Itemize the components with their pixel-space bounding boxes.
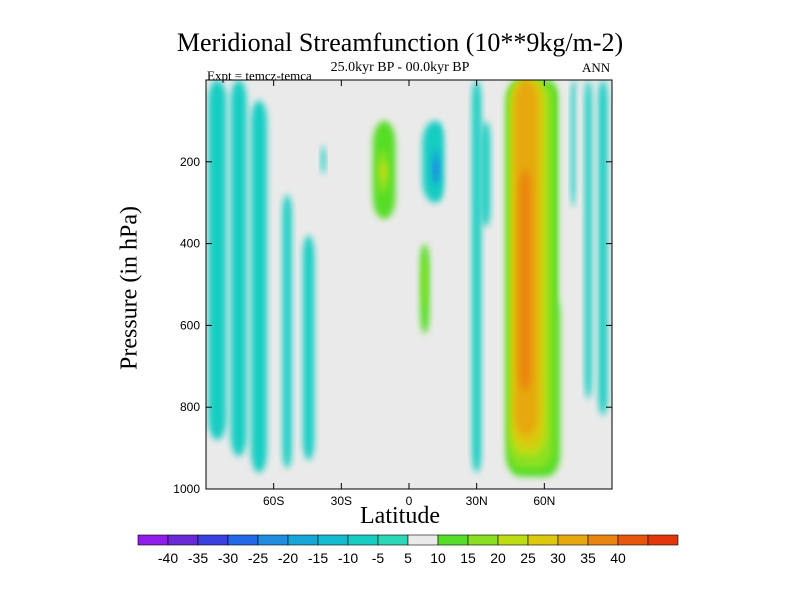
colorbar-label: -40 — [158, 550, 178, 566]
y-tick-label: 1000 — [173, 482, 200, 496]
contour-region — [422, 255, 428, 310]
colorbar-label: 40 — [610, 550, 626, 566]
colorbar-swatch — [557, 534, 589, 546]
x-tick-label: 60N — [533, 494, 555, 508]
contour-region — [560, 80, 567, 310]
contour-region — [321, 145, 326, 175]
contour-region — [472, 80, 482, 473]
colorbar-swatch — [647, 534, 679, 546]
contour-region — [302, 235, 315, 461]
chart-subtitle: 25.0kyr BP - 00.0kyr BP — [330, 60, 470, 75]
colorbar-label: -5 — [372, 550, 385, 566]
colorbar-label: 25 — [520, 550, 536, 566]
contour-region — [598, 80, 608, 416]
season-label: ANN — [582, 60, 611, 75]
colorbar-swatch — [227, 534, 259, 546]
contour-region — [399, 80, 412, 146]
colorbar-label: -25 — [248, 550, 268, 566]
contour-region — [519, 169, 531, 391]
colorbar-label: -30 — [218, 550, 238, 566]
colorbar-swatch — [137, 534, 169, 546]
y-tick-label: 600 — [180, 318, 200, 332]
contour-region — [384, 223, 414, 465]
colorbar-label: 30 — [550, 550, 566, 566]
colorbar-label: 5 — [404, 550, 412, 566]
contour-region — [481, 120, 491, 228]
colorbar-swatch — [317, 534, 349, 546]
colorbar-label: 15 — [460, 550, 476, 566]
contour-region — [465, 80, 473, 130]
contour-region — [251, 100, 267, 473]
y-tick-label: 400 — [180, 237, 200, 251]
x-tick-label: 30S — [331, 494, 352, 508]
colorbar-swatch — [527, 534, 559, 546]
colorbar-label: -20 — [278, 550, 298, 566]
contour-region — [332, 80, 378, 481]
contour-region — [411, 190, 425, 473]
contour-region — [282, 194, 292, 469]
colorbar-label: 35 — [580, 550, 596, 566]
colorbar-swatch — [407, 534, 439, 546]
contour-region — [433, 161, 439, 179]
contour-region — [379, 161, 387, 183]
contour-region — [584, 80, 592, 400]
colorbar-swatch — [437, 534, 469, 546]
y-tick-label: 800 — [180, 400, 200, 414]
colorbar-swatch — [347, 534, 379, 546]
y-tick-label: 200 — [180, 155, 200, 169]
colorbar-label: -35 — [188, 550, 208, 566]
y-axis-label: Pressure (in hPa) — [116, 206, 143, 370]
colorbar-label: -15 — [308, 550, 328, 566]
contour-field — [208, 80, 608, 485]
contour-region — [575, 80, 585, 342]
experiment-label: Expt = temcz-temca — [207, 68, 312, 83]
x-axis-label: Latitude — [360, 503, 440, 529]
contour-region — [445, 80, 464, 440]
colorbar-swatch — [467, 534, 499, 546]
contour-region — [208, 80, 227, 440]
colorbar-swatch — [167, 534, 199, 546]
colorbar-swatch — [287, 534, 319, 546]
contour-region — [230, 80, 247, 457]
chart-title: Meridional Streamfunction (10**9kg/m-2) — [176, 28, 624, 57]
x-tick-label: 0 — [406, 494, 413, 508]
colorbar-label: 20 — [490, 550, 506, 566]
axis-ticks: 60S 30S 0 30N 60N 200 400 600 800 1000 — [173, 80, 612, 508]
colorbar-label: -10 — [338, 550, 358, 566]
colorbar-swatch — [587, 534, 619, 546]
colorbar-swatch — [197, 534, 229, 546]
colorbar-swatch — [377, 534, 409, 546]
x-tick-label: 60S — [263, 494, 284, 508]
x-tick-label: 30N — [466, 494, 488, 508]
colorbar-swatch — [257, 534, 289, 546]
colorbar-label: 10 — [430, 550, 446, 566]
colorbar-swatch — [497, 534, 529, 546]
colorbar: -40 -35 -30 -25 -20 -15 -10 -5 5 10 15 20 25 30 35 40 — [137, 534, 679, 566]
colorbar-swatch — [617, 534, 649, 546]
